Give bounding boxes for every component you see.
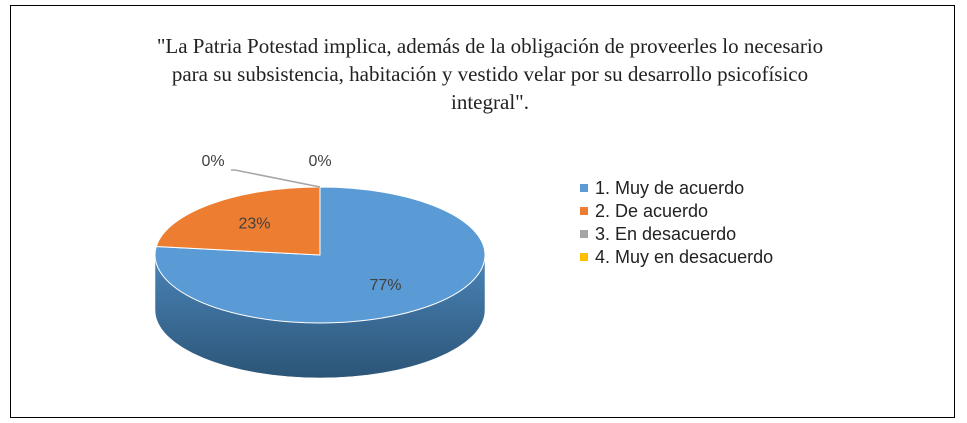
legend-label: 1. Muy de acuerdo: [595, 178, 744, 198]
legend-marker: [580, 207, 588, 215]
legend-marker: [580, 230, 588, 238]
legend-label: 3. En desacuerdo: [595, 224, 736, 244]
data-label: 0%: [201, 153, 224, 170]
legend-marker: [580, 184, 588, 192]
data-label: 77%: [369, 277, 401, 294]
pie-slice: [154, 186, 486, 324]
data-label: 0%: [308, 153, 331, 170]
data-label: 23%: [239, 216, 271, 233]
leader-line: [231, 169, 321, 188]
pie-slice: [155, 186, 321, 256]
chart-frame: [10, 5, 955, 418]
legend-label: 4. Muy en desacuerdo: [595, 247, 773, 267]
chart-title: "La Patria Potestad implica, además de l…: [156, 34, 824, 114]
legend-label: 2. De acuerdo: [595, 201, 708, 221]
legend-marker: [580, 253, 588, 261]
